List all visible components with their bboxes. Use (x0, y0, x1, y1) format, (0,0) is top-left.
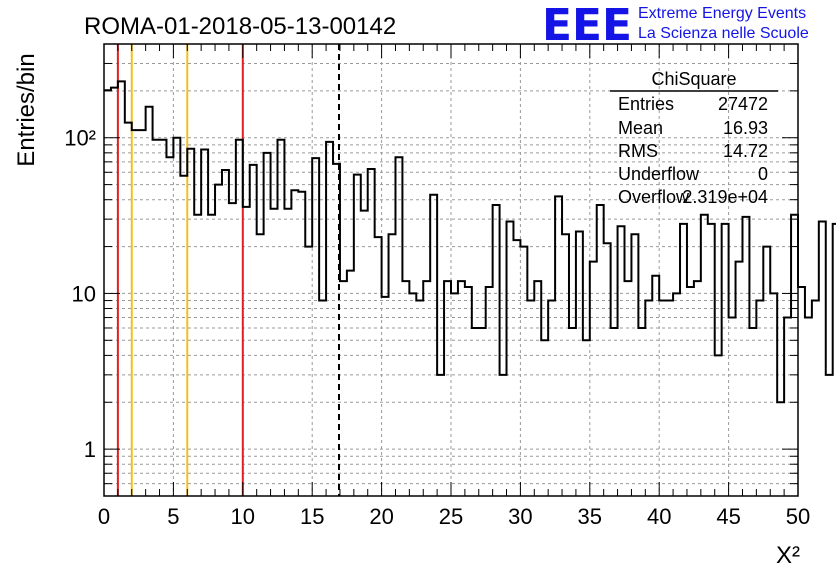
stats-box: ChiSquare Entries 27472 Mean 16.93 RMS 1… (610, 69, 778, 207)
stats-overflow-label: Overflow (618, 187, 690, 207)
x-tick-label: 15 (300, 504, 324, 529)
x-tick-label: 0 (98, 504, 110, 529)
stats-underflow-value: 0 (758, 164, 768, 184)
x-tick-label: 5 (167, 504, 179, 529)
stats-rms-label: RMS (618, 141, 658, 161)
logo-line-2: La Scienza nelle Scuole (638, 25, 809, 42)
stats-mean-label: Mean (618, 118, 663, 138)
x-tick-label: 45 (716, 504, 740, 529)
x-axis-label: X² (776, 542, 800, 569)
x-tick-label: 35 (578, 504, 602, 529)
y-tick-label: 10 (72, 281, 96, 306)
eee-logo-mark: EEE (542, 0, 632, 51)
y-axis-label: Entries/bin (13, 53, 40, 166)
x-tick-label: 50 (786, 504, 810, 529)
y-tick-label: 10² (64, 126, 96, 151)
reference-lines (116, 44, 340, 496)
eee-logo: EEE Extreme Energy Events La Scienza nel… (542, 0, 809, 51)
stats-rms-value: 14.72 (723, 141, 768, 161)
grid (104, 44, 798, 496)
chart-title: ROMA-01-2018-05-13-00142 (84, 13, 396, 40)
logo-line-1: Extreme Energy Events (638, 5, 806, 22)
x-tick-label: 40 (647, 504, 671, 529)
x-tick-label: 10 (231, 504, 255, 529)
stats-entries-label: Entries (618, 94, 674, 114)
x-tick-label: 30 (508, 504, 532, 529)
histogram-line (104, 80, 836, 404)
axes: 0 5 10 15 20 25 30 35 40 45 50 1 10 10² (64, 43, 810, 529)
x-tick-label: 20 (369, 504, 393, 529)
histogram-series (104, 80, 836, 404)
stats-underflow-label: Underflow (618, 164, 700, 184)
stats-mean-value: 16.93 (723, 118, 768, 138)
x-tick-label: 25 (439, 504, 463, 529)
stats-overflow-value: 2.319e+04 (682, 187, 768, 207)
stats-entries-value: 27472 (718, 94, 768, 114)
y-tick-label: 1 (84, 437, 96, 462)
stats-title: ChiSquare (651, 69, 736, 89)
